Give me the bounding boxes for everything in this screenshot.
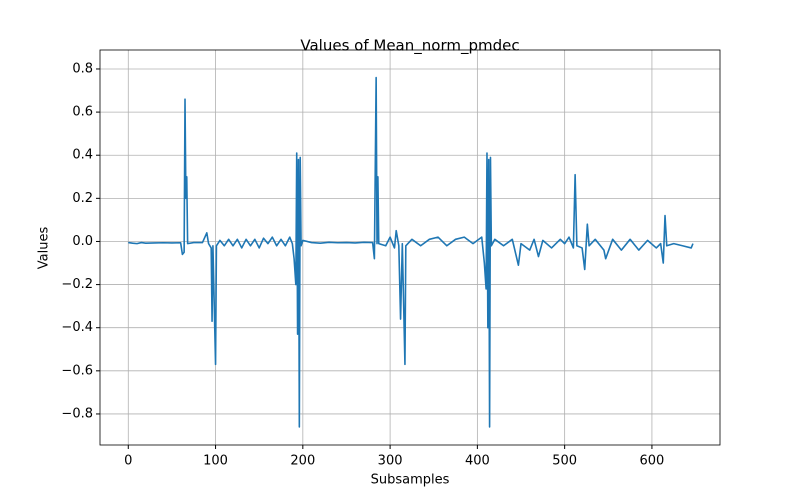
y-tick-label: −0.6 — [61, 363, 93, 378]
y-tick-label: 0.2 — [72, 191, 93, 206]
data-line — [128, 76, 694, 428]
x-tick-label: 500 — [552, 454, 577, 469]
x-tick-label: 100 — [203, 454, 228, 469]
y-tick-label: 0.4 — [72, 148, 93, 163]
x-tick-label: 300 — [378, 454, 403, 469]
chart-title: Values of Mean_norm_pmdec — [300, 37, 519, 56]
y-tick-label: 0.6 — [72, 105, 93, 120]
y-axis-label: Values — [37, 227, 52, 270]
x-tick-label: 0 — [124, 454, 132, 469]
y-tick-label: −0.2 — [61, 277, 93, 292]
y-tick-label: 0.8 — [72, 61, 93, 76]
y-tick-label: 0.0 — [72, 234, 93, 249]
plot-frame — [99, 49, 721, 446]
x-tick-label: 600 — [640, 454, 665, 469]
x-tick-label: 400 — [465, 454, 490, 469]
y-tick-label: −0.8 — [61, 406, 93, 421]
y-tick-label: −0.4 — [61, 320, 93, 335]
x-tick-label: 200 — [290, 454, 315, 469]
x-axis-label: Subsamples — [371, 473, 450, 488]
